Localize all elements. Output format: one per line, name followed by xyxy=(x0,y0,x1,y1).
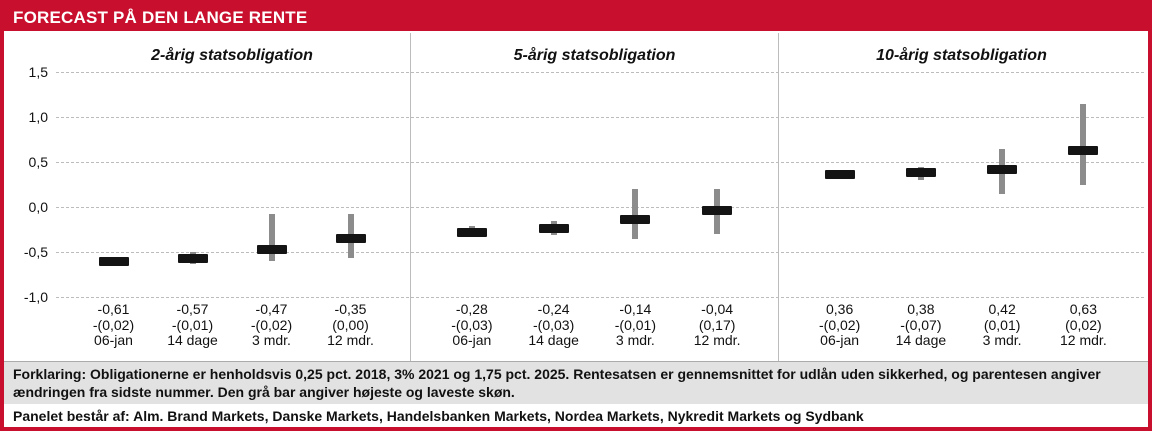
point-label: 0,38 -(0,07) 14 dage xyxy=(895,301,947,348)
forecast-range-bar xyxy=(632,189,639,239)
gridline xyxy=(56,162,1144,163)
title-bar: FORECAST PÅ DEN LANGE RENTE xyxy=(4,4,1148,31)
panel-title-5y: 5-årig statsobligation xyxy=(513,47,676,64)
forecast-value-bar xyxy=(335,234,366,243)
forecast-value-bar xyxy=(256,244,287,254)
panel-labels: -0,28 -(0,03) 06-jan -0,24 -(0,03) 14 dage -0,… xyxy=(431,301,758,349)
point-label: -0,57 -(0,01) 14 dage xyxy=(167,301,218,348)
chart-title: FORECAST PÅ DEN LANGE RENTE xyxy=(13,7,308,27)
forecast-value-bar xyxy=(702,206,733,216)
forecast-value-bar xyxy=(456,227,487,237)
gridline xyxy=(56,297,1144,298)
point-label: -0,24 -(0,03) 14 dage xyxy=(528,301,579,348)
forecast-value-bar xyxy=(98,257,129,267)
footnote-explanation: Forklaring: Obligationerne er henholdsvi… xyxy=(4,361,1148,404)
chart-area: 2-årig statsobligation 5-årig statsoblig… xyxy=(4,31,1148,361)
panel-separator xyxy=(778,33,779,361)
forecast-value-bar xyxy=(905,168,936,178)
panel-title-2y: 2-årig statsobligation xyxy=(151,47,313,64)
forecast-value-bar xyxy=(987,164,1018,174)
point-label: -0,35 (0,00) 12 mdr. xyxy=(327,301,374,348)
point-label: 0,36 -(0,02) 06-jan xyxy=(819,301,861,348)
forecast-value-bar xyxy=(824,170,855,180)
point-label: -0,04 (0,17) 12 mdr. xyxy=(693,301,741,348)
forecast-value-bar xyxy=(1068,145,1099,155)
panel-labels: 0,36 -(0,02) 06-jan 0,38 -(0,07) 14 dage 0,42(… xyxy=(799,301,1124,349)
panel-separator xyxy=(410,33,411,361)
point-label: -0,47 -(0,02) 3 mdr. xyxy=(250,301,293,348)
gridline xyxy=(56,207,1144,208)
point-label: -0,61 -(0,02) 06-jan xyxy=(92,301,135,348)
y-axis-tick-label: -0,5 xyxy=(23,244,48,260)
forecast-range-bar xyxy=(1080,103,1087,185)
y-axis-tick-label: 0,5 xyxy=(28,154,48,170)
gridline xyxy=(56,252,1144,253)
gridline xyxy=(56,72,1144,73)
panel-labels: -0,61 -(0,02) 06-jan -0,57 -(0,01) 14 dage -0,… xyxy=(74,301,390,349)
point-label: 0,42 (0,01) 3 mdr. xyxy=(982,301,1022,348)
footnote-panel-members: Panelet består af: Alm. Brand Markets, D… xyxy=(13,408,864,424)
forecast-value-bar xyxy=(620,215,651,225)
y-axis-tick-label: 1,5 xyxy=(28,64,48,80)
y-axis-tick-label: 1,0 xyxy=(28,109,48,125)
point-label: 0,63 (0,02) 12 mdr. xyxy=(1060,301,1107,348)
forecast-range-bar xyxy=(268,214,275,261)
panel-title-10y: 10-årig statsobligation xyxy=(876,47,1047,64)
y-axis-tick-label: -1,0 xyxy=(23,289,48,305)
forecast-value-bar xyxy=(538,224,569,234)
gridline xyxy=(56,117,1144,118)
point-label: -0,14 -(0,01) 3 mdr. xyxy=(614,301,656,348)
point-label: -0,28 -(0,03) 06-jan xyxy=(451,301,493,348)
forecast-value-bar xyxy=(177,253,208,263)
y-axis-tick-label: 0,0 xyxy=(28,199,48,215)
